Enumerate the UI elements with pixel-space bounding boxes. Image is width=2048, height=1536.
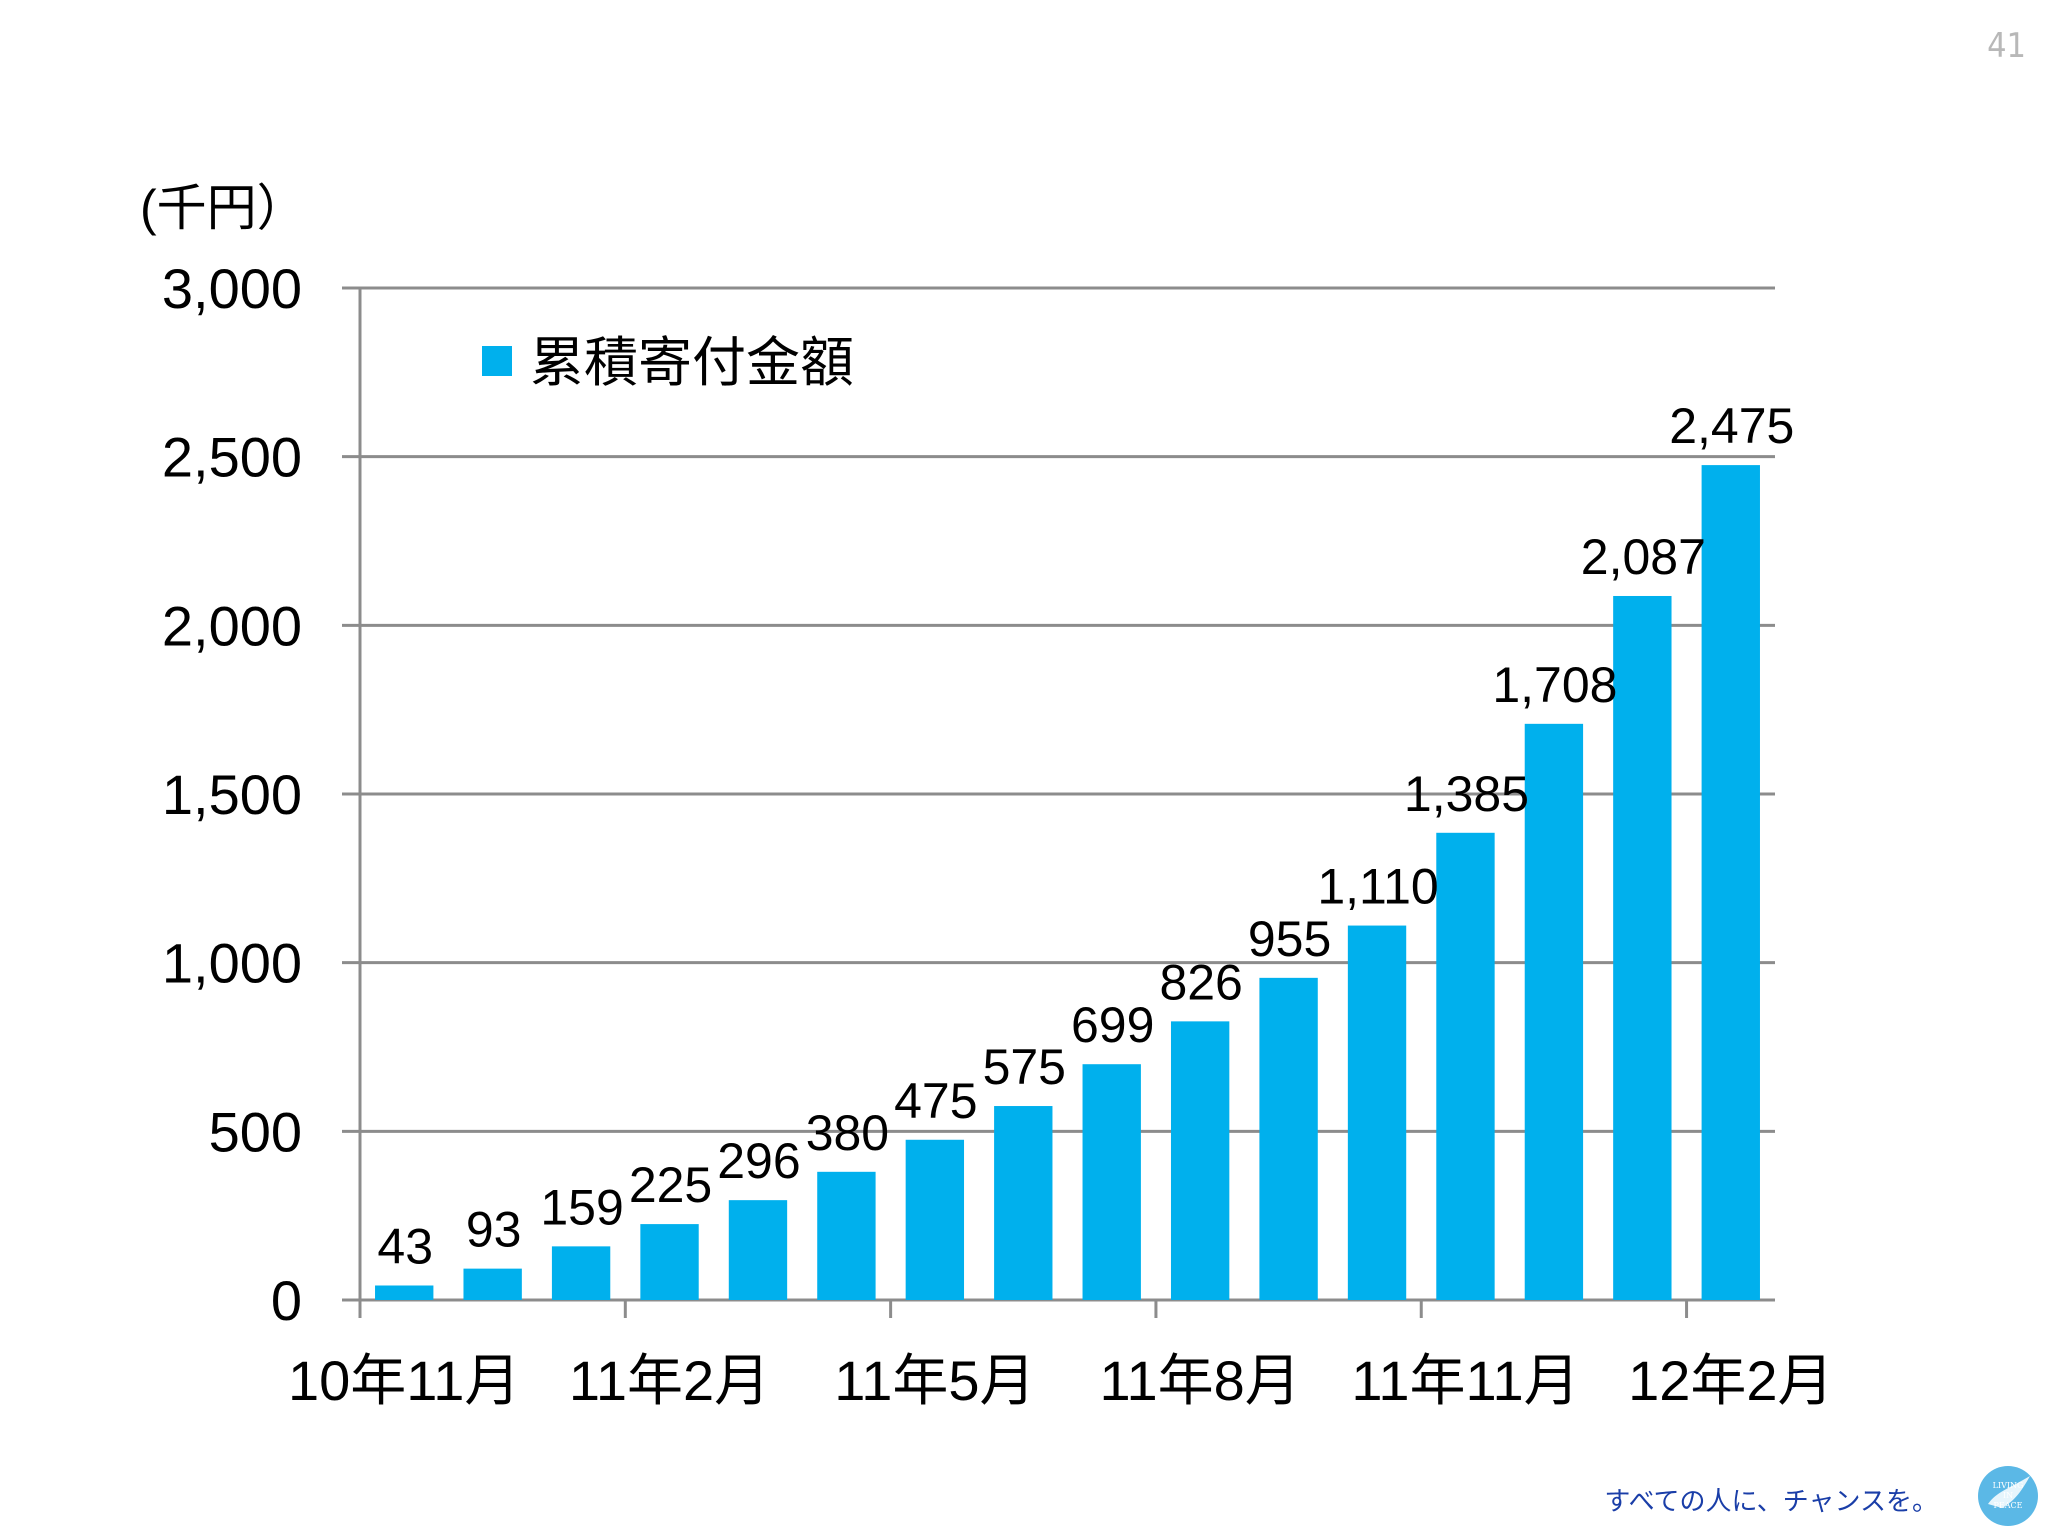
svg-text:LIVING: LIVING (1993, 1481, 2024, 1490)
data-label: 380 (806, 1105, 889, 1161)
bar (817, 1171, 876, 1300)
data-label: 1,110 (1317, 859, 1438, 915)
bar (375, 1285, 434, 1300)
x-tick-label: 10年11月 (288, 1349, 520, 1412)
data-label: 93 (466, 1202, 522, 1258)
x-tick-label: 12年2月 (1628, 1349, 1833, 1412)
x-tick-label: 11年11月 (1351, 1349, 1579, 1412)
slide-number: 41 (1987, 26, 2026, 66)
bar (1701, 465, 1760, 1301)
data-label: 575 (983, 1039, 1066, 1095)
bar (463, 1268, 522, 1300)
x-tick-label: 11年5月 (834, 1349, 1035, 1412)
legend: 累積寄付金額 (482, 333, 854, 393)
bar (551, 1246, 611, 1300)
bar (1613, 595, 1672, 1300)
bar (1259, 977, 1318, 1300)
y-unit-label: (千円） (140, 180, 307, 236)
data-label: 475 (894, 1073, 977, 1129)
tagline: すべての人に、チャンスを。 (1604, 1487, 1938, 1517)
data-label: 296 (717, 1133, 800, 1189)
data-label: 159 (540, 1179, 623, 1235)
dove-logo-icon: LIVING IN PEACE (1978, 1466, 2038, 1526)
y-tick-label: 500 (209, 1100, 302, 1163)
y-tick-label: 2,500 (162, 426, 302, 489)
data-label: 225 (629, 1157, 712, 1213)
bar (640, 1224, 699, 1300)
bar (1347, 925, 1407, 1300)
x-tick-label: 11年8月 (1100, 1349, 1301, 1412)
data-label: 1,385 (1404, 766, 1529, 822)
y-tick-label: 0 (271, 1269, 302, 1332)
bar (994, 1106, 1053, 1300)
y-tick-label: 1,500 (162, 763, 302, 826)
svg-text:PEACE: PEACE (1994, 1501, 2023, 1510)
bars (375, 465, 1760, 1301)
y-tick-labels: 0 500 1,000 1,500 2,000 2,500 3,000 (162, 257, 302, 1332)
data-label: 955 (1248, 911, 1331, 967)
y-tick-label: 3,000 (162, 257, 302, 320)
bar (1524, 723, 1584, 1300)
svg-text:IN: IN (2003, 1491, 2013, 1500)
data-label: 2,087 (1581, 529, 1706, 585)
bar (1082, 1064, 1141, 1300)
data-label: 2,475 (1669, 398, 1794, 454)
y-tick-label: 2,000 (162, 594, 302, 657)
legend-swatch (482, 346, 512, 376)
legend-label: 累積寄付金額 (530, 333, 854, 393)
bar (1170, 1021, 1230, 1300)
data-label: 1,708 (1492, 657, 1617, 713)
bar (1436, 832, 1495, 1300)
data-label: 43 (377, 1218, 433, 1274)
bar (905, 1139, 965, 1300)
y-tick-label: 1,000 (162, 932, 302, 995)
data-label: 826 (1159, 954, 1242, 1010)
bar (728, 1200, 788, 1300)
x-tick-labels: 10年11月 11年2月 11年5月 11年8月 11年11月 12年2月 (288, 1349, 1833, 1412)
x-tick-label: 11年2月 (569, 1349, 770, 1412)
data-label: 699 (1071, 997, 1154, 1053)
